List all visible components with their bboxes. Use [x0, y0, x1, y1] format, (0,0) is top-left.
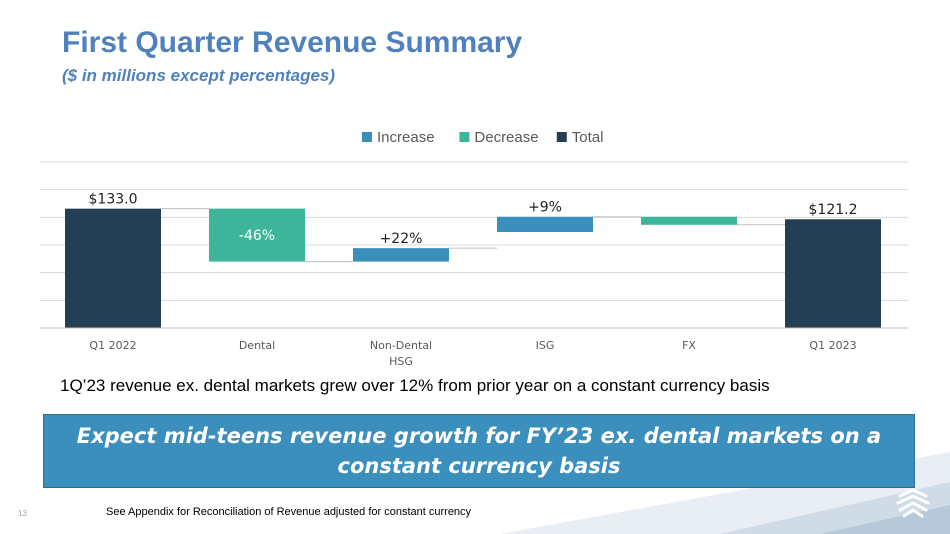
x-tick-isg: ISG — [536, 339, 555, 352]
data-label-non-dental-hsg: +22% — [380, 231, 423, 247]
data-label-isg: +9% — [528, 200, 562, 216]
bar-fx — [641, 216, 737, 225]
chart-bars — [65, 208, 881, 328]
x-tick-non-dental-hsg: Non-Dental HSG — [370, 339, 432, 368]
bar-q1-2023 — [785, 219, 881, 328]
x-tick-fx: FX — [682, 339, 696, 352]
guidance-callout-text: Expect mid-teens revenue growth for FY’2… — [76, 424, 882, 478]
data-label-dental: -46% — [239, 228, 275, 244]
bar-isg — [497, 216, 593, 232]
legend-label-decrease: Decrease — [474, 129, 538, 146]
bar-non-dental-hsg — [353, 248, 449, 262]
page-number: 13 — [18, 509, 27, 518]
chart-legend: Increase Decrease Total — [362, 129, 603, 146]
guidance-callout: Expect mid-teens revenue growth for FY’2… — [43, 414, 915, 488]
bar-dental — [209, 208, 305, 262]
x-tick-q1-2023: Q1 2023 — [809, 339, 856, 352]
page-subtitle: ($ in millions except percentages) — [62, 66, 336, 85]
legend-label-total: Total — [572, 129, 604, 146]
company-logo-icon — [896, 488, 930, 518]
chart-data-labels: $133.0 -46% +22% +9% $121.2 — [89, 192, 858, 247]
legend-label-increase: Increase — [377, 129, 435, 146]
legend-swatch-total — [556, 132, 567, 142]
page-title: First Quarter Revenue Summary — [62, 26, 523, 59]
chart-connectors — [161, 208, 785, 263]
chart-x-axis: Q1 2022 Dental Non-Dental HSG ISG FX Q1 2023 — [40, 327, 908, 368]
bar-q1-2022 — [65, 208, 161, 328]
chart-gridlines — [40, 161, 908, 329]
footnote: See Appendix for Reconciliation of Reven… — [106, 506, 472, 518]
legend-swatch-decrease — [459, 132, 470, 142]
data-label-q1-2023: $121.2 — [809, 202, 858, 218]
legend-swatch-increase — [362, 132, 372, 142]
data-label-q1-2022: $133.0 — [89, 192, 138, 208]
x-tick-dental: Dental — [239, 339, 275, 352]
x-tick-q1-2022: Q1 2022 — [89, 339, 136, 352]
waterfall-chart: $133.0 -46% +22% +9% $121.2 Q1 2022 Dental Non… — [40, 129, 908, 368]
growth-note: 1Q’23 revenue ex. dental markets grew ov… — [60, 376, 770, 395]
